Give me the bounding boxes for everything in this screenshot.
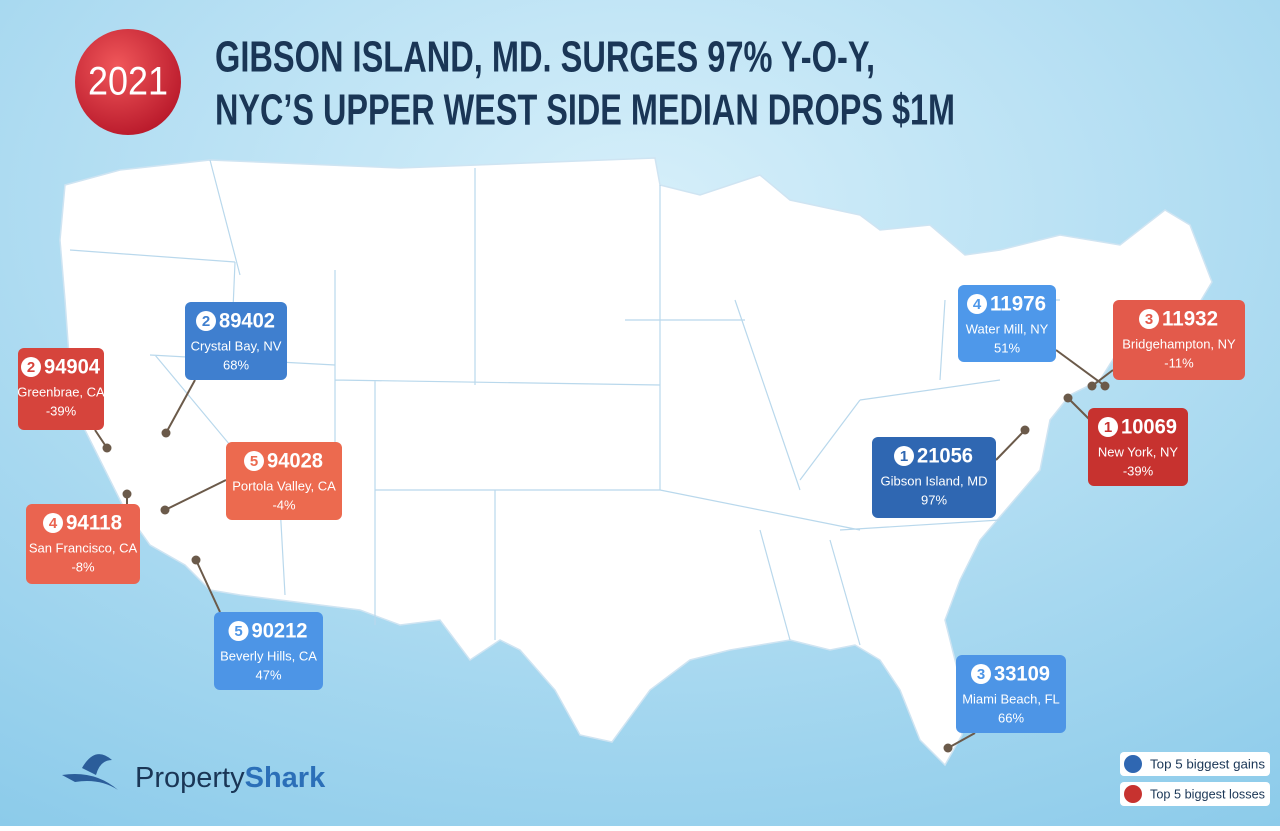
- callout: 2 94904 Greenbrae, CA -39%: [17, 348, 112, 453]
- location-dot: [122, 489, 132, 499]
- legend-box: [1120, 752, 1270, 776]
- rank-circle: [971, 664, 991, 684]
- callout: 1 21056 Gibson Island, MD 97%: [872, 425, 1030, 518]
- location-dot: [161, 428, 171, 438]
- place: Beverly Hills, CA: [220, 648, 317, 663]
- zip-code: 11976: [990, 293, 1046, 316]
- rank-circle: [244, 451, 264, 471]
- place: Crystal Bay, NV: [191, 338, 282, 353]
- rank-circle: [196, 311, 216, 331]
- zip-code: 94904: [44, 356, 100, 379]
- location-dot: [1087, 381, 1097, 391]
- change: -4%: [272, 497, 296, 512]
- change: 97%: [921, 492, 947, 507]
- legend-swatch: [1124, 785, 1142, 803]
- callout: 5 90212 Beverly Hills, CA 47%: [191, 555, 323, 690]
- rank-circle: [21, 357, 41, 377]
- rank: 5: [250, 453, 258, 470]
- zip-code: 90212: [252, 620, 308, 643]
- place: Portola Valley, CA: [232, 478, 336, 493]
- change: 66%: [998, 710, 1024, 725]
- callout: 4 11976 Water Mill, NY 51%: [958, 285, 1110, 391]
- logo-icon: [62, 754, 118, 790]
- rank: 5: [234, 623, 242, 640]
- callout: 3 11932 Bridgehampton, NY -11%: [1087, 300, 1245, 391]
- callout: 3 33109 Miami Beach, FL 66%: [943, 655, 1066, 753]
- callout: 5 94028 Portola Valley, CA -4%: [160, 442, 342, 520]
- us-map: [59, 157, 1213, 767]
- rank: 2: [202, 313, 210, 330]
- change: 68%: [223, 357, 249, 372]
- connector: [947, 732, 976, 749]
- connector: [1055, 349, 1106, 387]
- title-line: GIBSON ISLAND, MD. SURGES 97% Y-O-Y,: [215, 33, 875, 82]
- zip-code: 33109: [994, 663, 1050, 686]
- change: 47%: [255, 667, 281, 682]
- zip-code: 10069: [1121, 416, 1177, 439]
- year-badge: [75, 29, 181, 135]
- location-dot: [160, 505, 170, 515]
- location-dot: [102, 443, 112, 453]
- place: San Francisco, CA: [29, 540, 138, 555]
- place: Bridgehampton, NY: [1122, 336, 1236, 351]
- connector: [195, 559, 221, 613]
- zip-code: 94028: [267, 450, 323, 473]
- rank-circle: [228, 621, 249, 641]
- zip-code: 21056: [917, 445, 973, 468]
- zip-code: 11932: [1162, 308, 1218, 331]
- logo-bold: Shark: [245, 762, 326, 794]
- rank-circle: [1139, 309, 1159, 329]
- logo-text: PropertyShark: [135, 762, 326, 794]
- rank: 3: [977, 666, 985, 683]
- location-dot: [1100, 381, 1110, 391]
- legend-swatch: [1124, 755, 1142, 773]
- rank-circle: [43, 513, 63, 533]
- rank-circle: [1098, 417, 1118, 437]
- connector: [165, 379, 196, 434]
- callout: 2 89402 Crystal Bay, NV 68%: [161, 302, 287, 438]
- logo: PropertyShark: [62, 754, 326, 794]
- change: -39%: [46, 403, 77, 418]
- place: Water Mill, NY: [966, 321, 1049, 336]
- location-dot: [191, 555, 201, 565]
- legend-label: Top 5 biggest gains: [1150, 756, 1266, 771]
- callout: 1 10069 New York, NY -39%: [1063, 393, 1188, 486]
- connector: [995, 429, 1026, 461]
- logo-light: Property: [135, 762, 245, 794]
- title-line: NYC’S UPPER WEST SIDE MEDIAN DROPS $1M: [215, 86, 955, 135]
- rank: 1: [900, 448, 908, 465]
- place: Greenbrae, CA: [17, 384, 105, 399]
- legend-box: [1120, 782, 1270, 806]
- location-dot: [1063, 393, 1073, 403]
- year-badge-text: 2021: [88, 60, 168, 104]
- rank: 4: [49, 515, 58, 532]
- change: -8%: [71, 559, 95, 574]
- location-dot: [943, 743, 953, 753]
- rank: 4: [973, 296, 982, 313]
- rank: 1: [1104, 419, 1112, 436]
- change: -11%: [1164, 355, 1194, 370]
- rank-circle: [967, 294, 987, 314]
- connector: [1067, 397, 1091, 421]
- change: 51%: [994, 340, 1020, 355]
- rank: 3: [1145, 311, 1153, 328]
- place: Miami Beach, FL: [962, 691, 1060, 706]
- place: New York, NY: [1098, 444, 1179, 459]
- zip-code: 94118: [66, 512, 122, 535]
- callout: 4 94118 San Francisco, CA -8%: [26, 489, 140, 584]
- legend-label: Top 5 biggest losses: [1150, 786, 1265, 801]
- change: -39%: [1123, 463, 1154, 478]
- location-dot: [1020, 425, 1030, 435]
- place: Gibson Island, MD: [881, 473, 988, 488]
- connector: [164, 479, 227, 511]
- rank: 2: [27, 359, 35, 376]
- zip-code: 89402: [219, 310, 275, 333]
- rank-circle: [894, 446, 914, 466]
